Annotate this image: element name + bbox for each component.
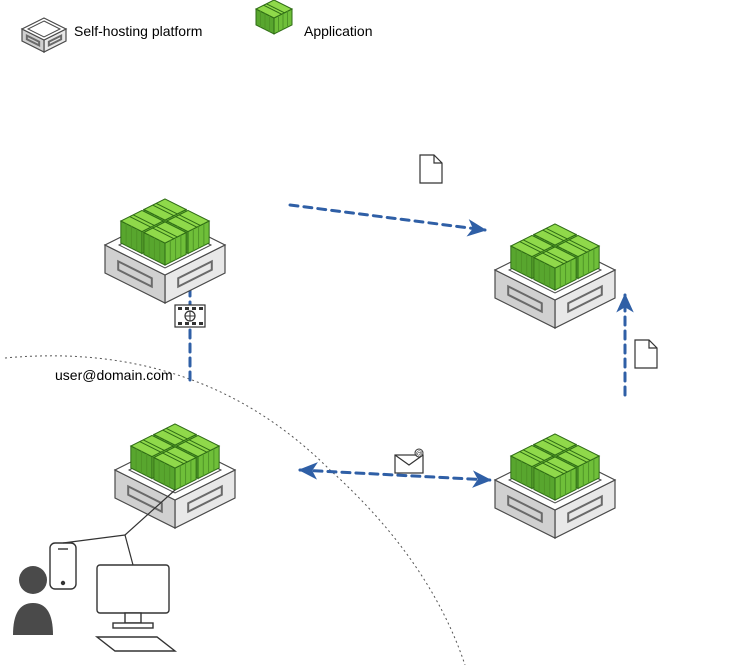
legend-label: Application xyxy=(304,23,373,39)
legend-label: Self-hosting platform xyxy=(74,23,202,39)
video-icon xyxy=(175,305,205,327)
file-icon xyxy=(635,340,657,368)
file-icon xyxy=(420,155,442,183)
user-address-label: user@domain.com xyxy=(55,367,173,383)
svg-text:@: @ xyxy=(415,451,422,458)
